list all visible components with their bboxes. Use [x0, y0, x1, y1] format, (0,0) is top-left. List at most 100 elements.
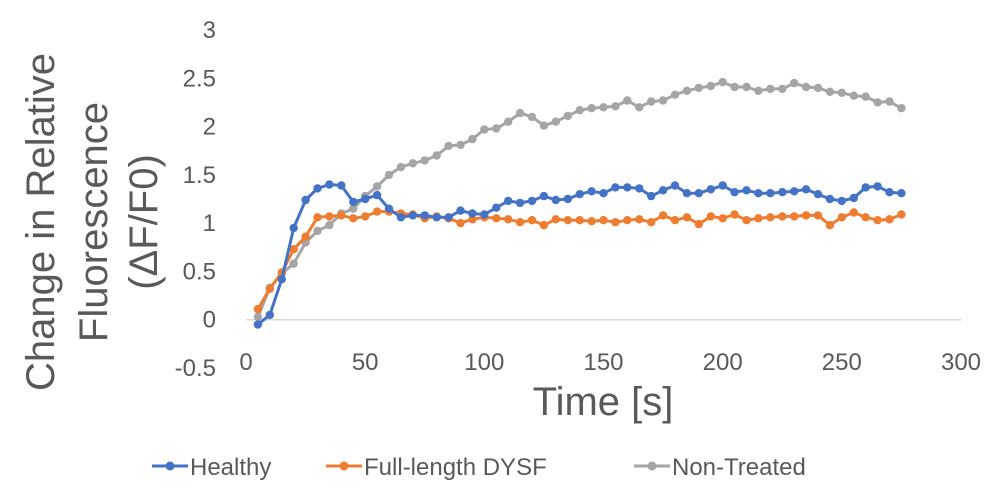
data-point-healthy — [492, 203, 501, 212]
y-axis-title-line-1: Change in Relative — [19, 53, 63, 391]
data-point-non-treated — [420, 156, 429, 165]
data-point-non-treated — [289, 259, 298, 268]
data-point-healthy — [706, 185, 715, 194]
legend-marker-healthy — [165, 461, 175, 471]
data-point-full-length-dysf — [778, 212, 787, 221]
data-point-healthy — [611, 183, 620, 192]
data-point-full-length-dysf — [337, 211, 346, 220]
data-point-full-length-dysf — [670, 216, 680, 225]
data-point-healthy — [301, 195, 310, 205]
data-point-full-length-dysf — [539, 220, 549, 230]
data-point-healthy — [456, 206, 465, 215]
data-point-non-treated — [504, 117, 513, 126]
data-point-non-treated — [551, 117, 560, 126]
data-point-healthy — [635, 184, 644, 193]
data-point-non-treated — [325, 220, 334, 230]
legend: Healthy Full-length DYSF Non-Treated — [152, 454, 806, 481]
data-point-non-treated — [575, 106, 584, 115]
data-point-full-length-dysf — [456, 218, 465, 228]
data-point-healthy — [873, 182, 882, 191]
x-tick-label: 200 — [703, 349, 743, 376]
data-point-full-length-dysf — [563, 216, 572, 225]
data-point-healthy — [575, 190, 584, 199]
data-point-healthy — [682, 189, 692, 198]
data-point-non-treated — [694, 83, 703, 93]
data-point-non-treated — [730, 82, 739, 92]
x-tick-label: 150 — [583, 349, 623, 376]
y-tick-label: -0.5 — [175, 355, 216, 382]
data-point-full-length-dysf — [587, 217, 596, 226]
data-point-non-treated — [444, 141, 453, 151]
data-point-healthy — [861, 183, 870, 192]
series-healthy — [253, 180, 906, 329]
legend-item-full-length-dysf: Full-length DYSF — [326, 454, 547, 481]
data-point-non-treated — [658, 96, 668, 105]
data-point-full-length-dysf — [694, 219, 703, 229]
data-point-healthy — [778, 188, 787, 197]
data-point-full-length-dysf — [766, 213, 775, 222]
data-point-full-length-dysf — [647, 218, 656, 227]
data-point-non-treated — [515, 108, 525, 118]
data-point-non-treated — [432, 151, 441, 160]
data-point-full-length-dysf — [718, 214, 727, 223]
data-point-healthy — [515, 198, 525, 208]
data-point-non-treated — [766, 84, 775, 94]
data-point-non-treated — [801, 82, 811, 92]
data-point-non-treated — [623, 96, 632, 105]
legend-label-healthy: Healthy — [190, 454, 271, 481]
data-point-healthy — [349, 197, 358, 207]
data-point-full-length-dysf — [885, 215, 894, 224]
data-point-non-treated — [396, 162, 406, 172]
data-point-full-length-dysf — [468, 215, 477, 224]
data-point-healthy — [527, 196, 537, 206]
data-point-non-treated — [349, 204, 358, 213]
data-point-full-length-dysf — [361, 212, 370, 221]
data-point-healthy — [277, 275, 286, 284]
data-point-healthy — [897, 189, 906, 198]
data-point-full-length-dysf — [813, 211, 823, 220]
data-point-full-length-dysf — [551, 215, 560, 224]
data-point-healthy — [480, 210, 489, 219]
data-point-healthy — [754, 189, 763, 198]
data-point-full-length-dysf — [861, 213, 870, 222]
data-point-full-length-dysf — [611, 218, 620, 227]
data-point-healthy — [599, 189, 608, 198]
series-line-full-length-dysf — [256, 210, 902, 310]
data-point-non-treated — [742, 82, 751, 92]
data-point-healthy — [265, 310, 274, 320]
data-point-full-length-dysf — [754, 214, 763, 223]
y-tick-label: 0 — [203, 307, 216, 334]
data-point-full-length-dysf — [682, 213, 692, 222]
y-axis-title-line-2: Fluorescence — [72, 102, 116, 342]
x-axis-title: Time [s] — [533, 380, 674, 424]
data-point-healthy — [885, 188, 894, 197]
data-point-healthy — [623, 183, 632, 192]
data-point-non-treated — [873, 98, 882, 107]
data-point-non-treated — [897, 104, 906, 113]
data-point-healthy — [837, 196, 846, 206]
legend-marker-non-treated — [647, 461, 657, 471]
legend-item-non-treated: Non-Treated — [634, 454, 806, 481]
data-point-healthy — [647, 191, 656, 201]
data-point-healthy — [790, 187, 799, 196]
data-point-healthy — [444, 213, 453, 222]
data-point-non-treated — [682, 86, 692, 96]
data-point-non-treated — [718, 77, 727, 87]
data-point-healthy — [325, 180, 334, 189]
data-point-non-treated — [539, 121, 549, 130]
data-point-healthy — [361, 194, 370, 204]
data-point-full-length-dysf — [575, 216, 584, 225]
data-point-healthy — [718, 181, 727, 190]
data-point-full-length-dysf — [623, 216, 632, 225]
data-point-non-treated — [611, 102, 620, 111]
y-tick-label: 1.5 — [183, 162, 216, 189]
data-point-non-treated — [468, 134, 477, 144]
series-full-length-dysf — [253, 207, 906, 314]
data-point-non-treated — [563, 111, 572, 121]
legend-marker-full-length-dysf — [339, 461, 349, 471]
data-point-healthy — [658, 186, 668, 195]
data-point-healthy — [694, 189, 703, 198]
data-point-non-treated — [313, 226, 322, 236]
data-point-full-length-dysf — [313, 213, 322, 222]
data-point-non-treated — [480, 125, 489, 134]
